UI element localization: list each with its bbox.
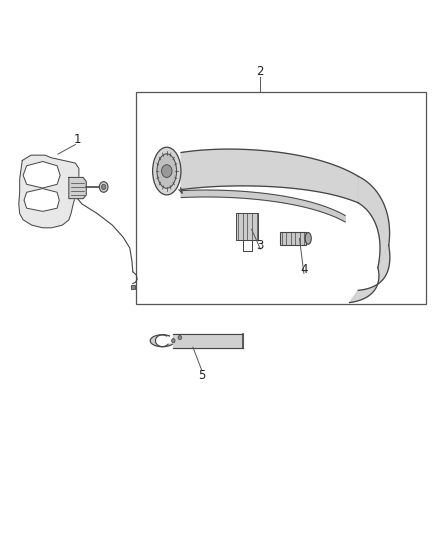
Circle shape <box>162 165 172 177</box>
Polygon shape <box>24 189 59 212</box>
Bar <box>280 231 306 245</box>
Text: 2: 2 <box>257 65 264 78</box>
Polygon shape <box>358 176 389 268</box>
Polygon shape <box>173 334 243 348</box>
Ellipse shape <box>152 147 181 195</box>
Ellipse shape <box>305 232 311 244</box>
Circle shape <box>178 335 182 340</box>
Circle shape <box>99 182 108 192</box>
Polygon shape <box>181 190 345 222</box>
Polygon shape <box>23 161 60 188</box>
Polygon shape <box>131 285 135 289</box>
Polygon shape <box>350 245 390 303</box>
Ellipse shape <box>157 154 177 188</box>
Polygon shape <box>150 335 172 346</box>
Text: 4: 4 <box>300 263 307 276</box>
Text: 3: 3 <box>257 239 264 252</box>
Bar <box>136 92 426 304</box>
Polygon shape <box>69 177 86 199</box>
Polygon shape <box>19 155 79 228</box>
Polygon shape <box>181 149 358 203</box>
Bar <box>237 214 258 240</box>
Text: 5: 5 <box>198 369 205 382</box>
Circle shape <box>102 184 106 190</box>
Text: 1: 1 <box>74 133 81 146</box>
Circle shape <box>172 338 175 343</box>
